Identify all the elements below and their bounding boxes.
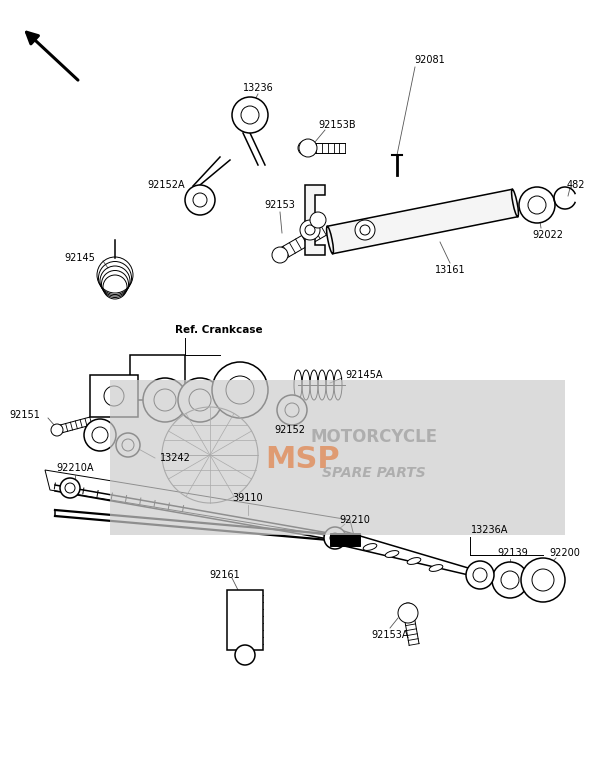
Ellipse shape (363, 543, 377, 550)
Text: 92145A: 92145A (345, 370, 383, 380)
Text: SPARE PARTS: SPARE PARTS (322, 466, 426, 480)
Ellipse shape (512, 189, 518, 217)
Circle shape (360, 225, 370, 235)
Text: 13236: 13236 (242, 83, 274, 93)
Bar (330, 533, 360, 546)
Circle shape (241, 106, 259, 124)
Text: 92152: 92152 (275, 425, 305, 435)
Text: MOTORCYCLE: MOTORCYCLE (310, 428, 437, 446)
Circle shape (122, 439, 134, 451)
Ellipse shape (385, 550, 399, 557)
Circle shape (60, 478, 80, 498)
Circle shape (193, 193, 207, 207)
Text: 92153A: 92153A (371, 630, 409, 640)
Text: 92139: 92139 (497, 548, 529, 558)
Text: 92153B: 92153B (318, 120, 356, 130)
Text: 482: 482 (567, 180, 585, 190)
Circle shape (401, 603, 415, 617)
Circle shape (212, 362, 268, 418)
Circle shape (305, 225, 315, 235)
Circle shape (84, 419, 116, 451)
Circle shape (272, 247, 288, 263)
Circle shape (116, 433, 140, 457)
Circle shape (298, 141, 312, 155)
Text: 92145: 92145 (64, 253, 95, 263)
Text: 13161: 13161 (434, 265, 466, 275)
Text: 92153: 92153 (265, 200, 295, 210)
Circle shape (501, 571, 519, 589)
Text: 13236A: 13236A (472, 525, 509, 535)
Ellipse shape (429, 564, 443, 571)
Text: 92210: 92210 (340, 515, 370, 525)
Text: MSP: MSP (265, 445, 340, 474)
Circle shape (355, 220, 375, 240)
Circle shape (492, 562, 528, 598)
Circle shape (51, 424, 63, 436)
Text: 92200: 92200 (550, 548, 580, 558)
Text: 92022: 92022 (533, 230, 563, 240)
Circle shape (104, 386, 124, 406)
Polygon shape (340, 530, 490, 580)
Text: 39110: 39110 (233, 493, 263, 503)
Circle shape (277, 395, 307, 425)
Circle shape (466, 561, 494, 589)
Circle shape (65, 483, 75, 493)
Text: 92081: 92081 (415, 55, 445, 65)
Text: 92210A: 92210A (56, 463, 94, 473)
Circle shape (178, 378, 222, 422)
Text: 92161: 92161 (209, 570, 241, 580)
Circle shape (143, 378, 187, 422)
Circle shape (226, 376, 254, 404)
Circle shape (398, 603, 418, 623)
Circle shape (299, 139, 317, 157)
Circle shape (189, 389, 211, 411)
Circle shape (92, 427, 108, 443)
Bar (90, 375, 138, 417)
Circle shape (519, 187, 555, 223)
Circle shape (185, 185, 215, 215)
Ellipse shape (407, 557, 421, 564)
Circle shape (330, 533, 340, 543)
Bar (130, 355, 185, 400)
Circle shape (532, 569, 554, 591)
Circle shape (285, 403, 299, 417)
Ellipse shape (326, 226, 334, 253)
Circle shape (521, 558, 565, 602)
Circle shape (324, 527, 346, 549)
Polygon shape (327, 189, 518, 253)
Circle shape (235, 645, 255, 665)
Bar (227, 590, 263, 650)
Circle shape (473, 568, 487, 582)
Polygon shape (305, 185, 325, 255)
Text: Ref. Crankcase: Ref. Crankcase (175, 325, 263, 335)
Text: 13242: 13242 (160, 453, 190, 463)
Circle shape (232, 97, 268, 133)
Circle shape (310, 212, 326, 228)
Text: 92151: 92151 (9, 410, 40, 420)
Circle shape (154, 389, 176, 411)
Text: 92152A: 92152A (148, 180, 185, 190)
Circle shape (528, 196, 546, 214)
Bar (110, 380, 565, 535)
Circle shape (300, 220, 320, 240)
